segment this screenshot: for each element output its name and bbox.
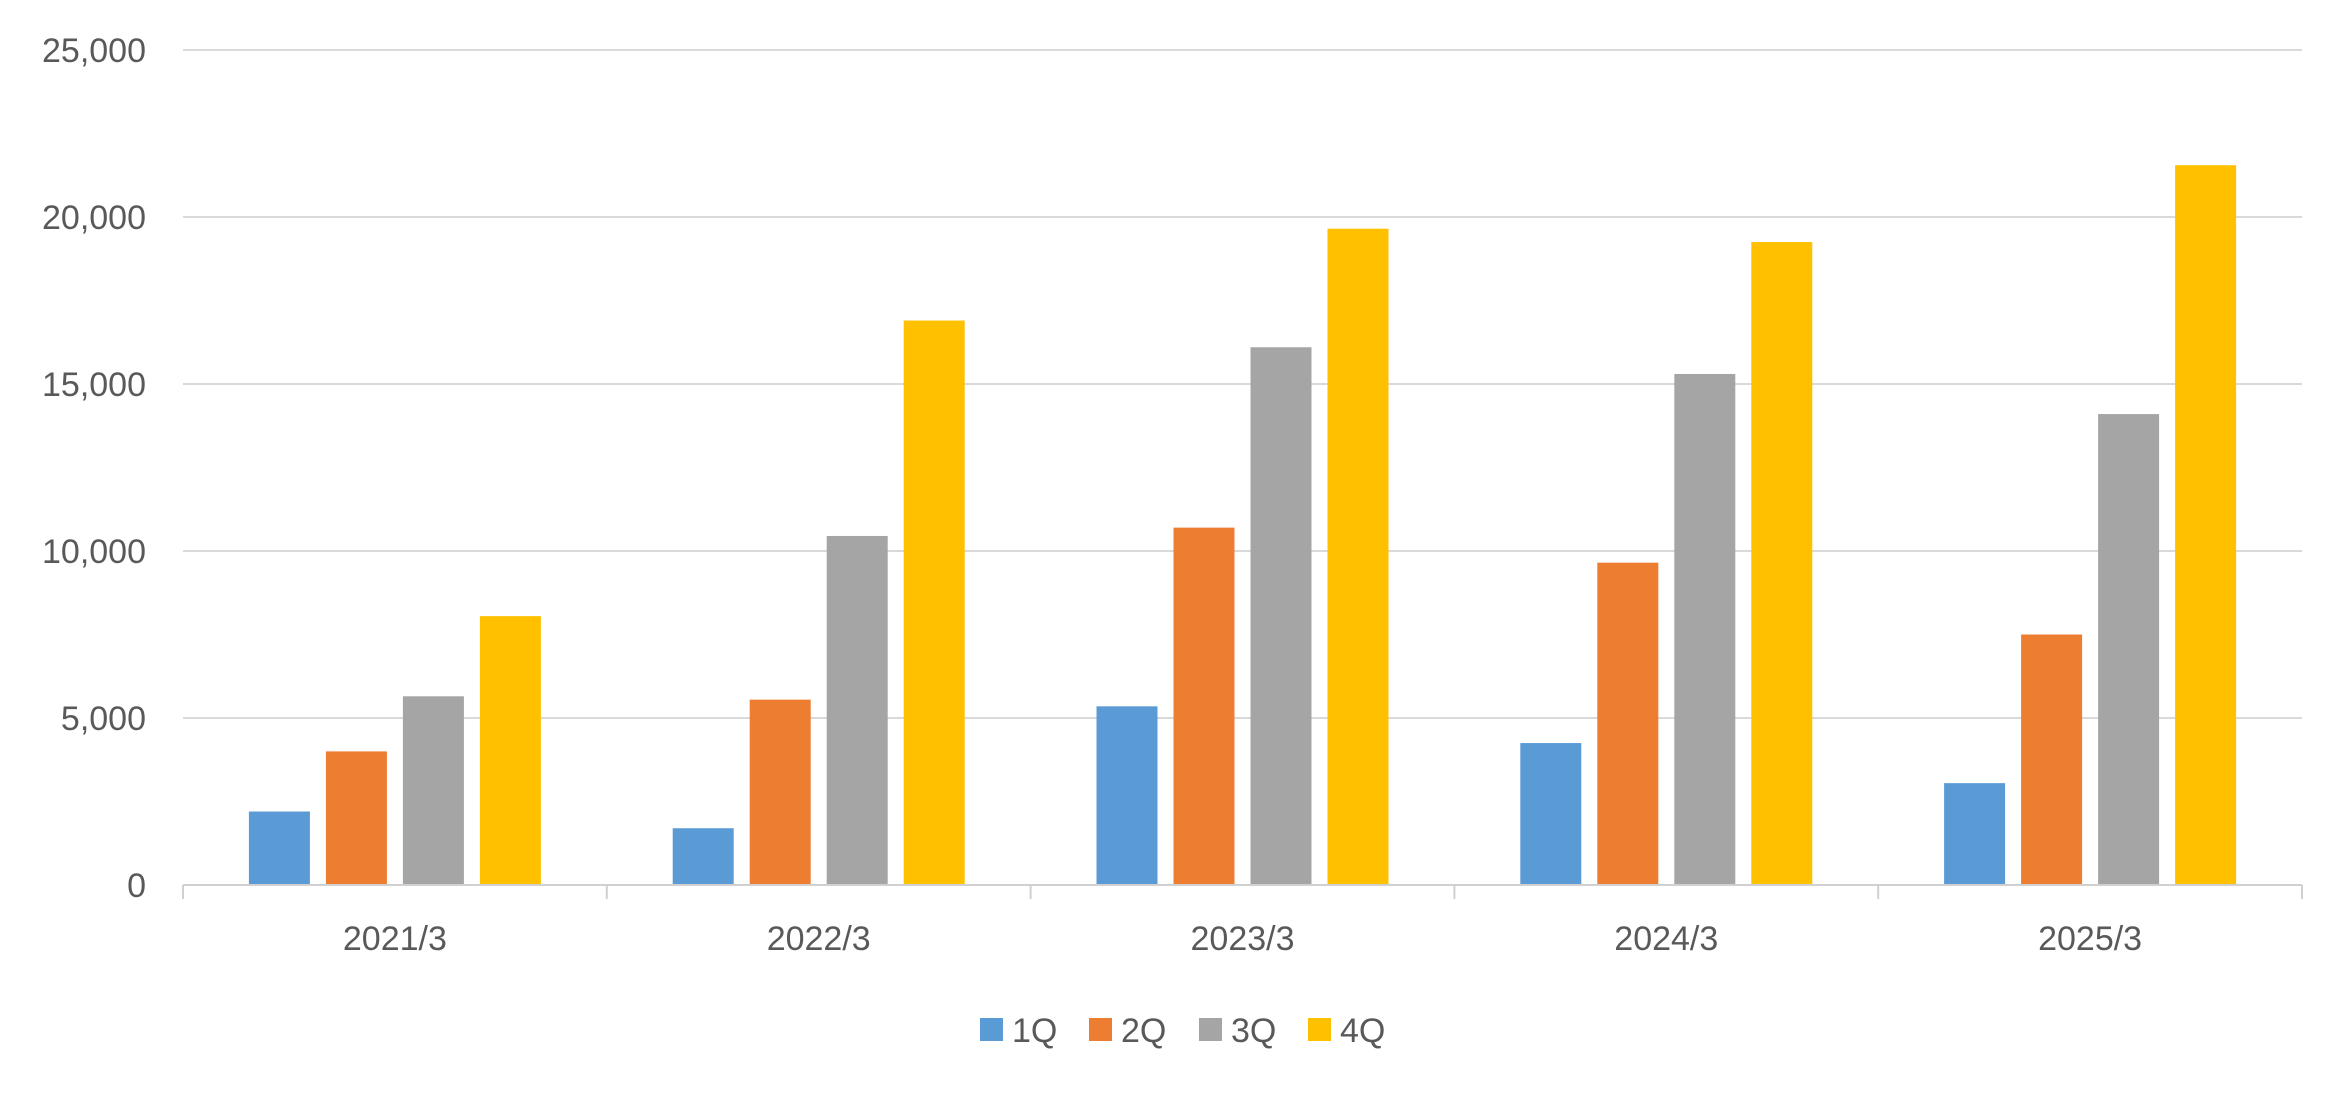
legend-label: 2Q: [1121, 1012, 1166, 1050]
bar-1q-2022-3: [672, 828, 734, 885]
bar-1q-2025-3: [1944, 783, 2006, 885]
legend-item-1q: 1Q: [980, 1012, 1057, 1050]
x-tick-label: 2021/3: [343, 920, 447, 958]
bar-3q-2023-3: [1250, 347, 1312, 885]
bar-4q-2023-3: [1327, 228, 1389, 885]
y-tick-label: 20,000: [42, 199, 146, 237]
legend-label: 1Q: [1012, 1012, 1057, 1050]
legend-label: 4Q: [1340, 1012, 1385, 1050]
bar-4q-2024-3: [1751, 242, 1813, 886]
bar-1q-2023-3: [1096, 706, 1158, 885]
x-tick-label: 2025/3: [2038, 920, 2142, 958]
bar-1q-2024-3: [1520, 743, 1582, 885]
bar-2q-2022-3: [749, 699, 811, 885]
legend-item-4q: 4Q: [1308, 1012, 1385, 1050]
bar-4q-2025-3: [2175, 165, 2237, 886]
legend-label: 3Q: [1231, 1012, 1276, 1050]
bar-1q-2021-3: [248, 811, 310, 885]
legend-item-3q: 3Q: [1199, 1012, 1276, 1050]
legend-swatch: [1308, 1018, 1331, 1041]
legend-swatch: [980, 1018, 1003, 1041]
y-tick-label: 15,000: [42, 366, 146, 404]
x-tick-label: 2022/3: [767, 920, 871, 958]
bar-4q-2021-3: [479, 616, 541, 885]
y-tick-label: 0: [127, 867, 146, 905]
x-axis: [182, 884, 2303, 899]
bar-4q-2022-3: [903, 320, 965, 885]
legend-swatch: [1199, 1018, 1222, 1041]
bars: [248, 165, 2237, 886]
bar-3q-2021-3: [402, 696, 464, 885]
bar-2q-2024-3: [1597, 562, 1659, 885]
bar-3q-2024-3: [1674, 373, 1736, 885]
gridlines: [183, 49, 2302, 719]
x-axis-tick-labels: 2021/3 2022/3 2023/3 2024/3 2025/3: [343, 920, 2142, 958]
bar-2q-2021-3: [325, 751, 387, 885]
legend-item-2q: 2Q: [1089, 1012, 1166, 1050]
y-tick-label: 10,000: [42, 533, 146, 571]
legend: 1Q 2Q 3Q 4Q: [980, 1012, 1385, 1050]
bar-2q-2023-3: [1173, 527, 1235, 885]
y-axis-tick-labels: 0 5,000 10,000 15,000 20,000 25,000: [42, 32, 146, 905]
y-tick-label: 25,000: [42, 32, 146, 70]
bar-3q-2022-3: [826, 535, 888, 885]
x-tick-label: 2024/3: [1614, 920, 1718, 958]
x-tick-label: 2023/3: [1191, 920, 1295, 958]
y-tick-label: 5,000: [61, 700, 146, 738]
bar-3q-2025-3: [2098, 414, 2160, 885]
bar-2q-2025-3: [2021, 634, 2083, 885]
legend-swatch: [1089, 1018, 1112, 1041]
